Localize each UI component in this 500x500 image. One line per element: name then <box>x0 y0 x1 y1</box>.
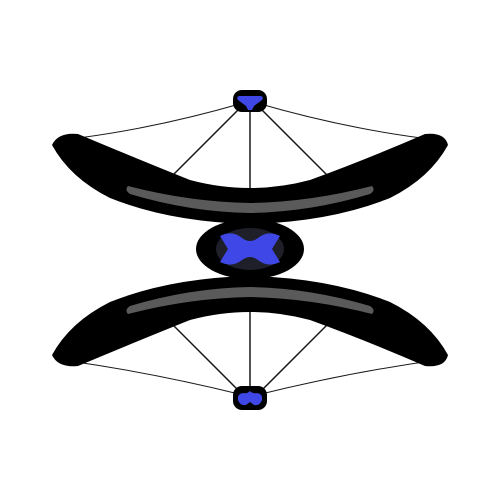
top-nock-gem <box>233 90 267 112</box>
bottom-nock-gem <box>233 386 267 410</box>
lower-left-outer-string <box>61 359 244 396</box>
upper-left-inner-string <box>169 107 241 179</box>
upper-right-outer-string <box>256 102 439 141</box>
lower-limb-highlight <box>126 287 374 314</box>
top-nock-stone <box>237 96 263 110</box>
upper-limb-highlight <box>126 186 374 213</box>
central-gem-stone <box>220 233 280 265</box>
lower-right-inner-string <box>259 321 331 393</box>
central-gem <box>196 219 304 279</box>
upper-right-inner-string <box>259 107 331 179</box>
upper-bow-limb <box>52 133 448 224</box>
upper-limb-body <box>52 133 448 224</box>
lower-left-inner-string <box>169 321 241 393</box>
bottom-nock-stone <box>237 391 263 406</box>
upper-bowstrings <box>61 102 439 191</box>
lower-limb-body <box>52 276 448 367</box>
lower-bow-limb <box>52 276 448 367</box>
upper-left-outer-string <box>61 102 244 141</box>
lower-right-outer-string <box>256 359 439 396</box>
